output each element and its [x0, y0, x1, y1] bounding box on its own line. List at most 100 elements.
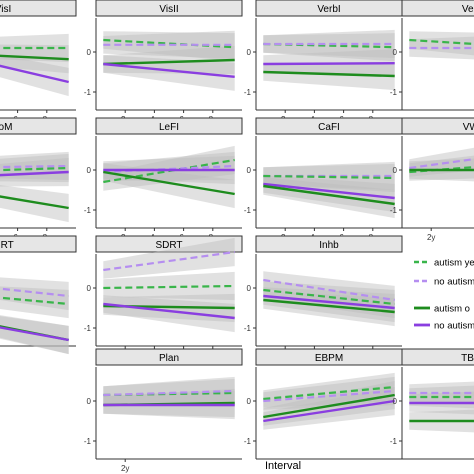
panel-mrt: MRT — [0, 235, 77, 355]
series-line-no-autism-old — [263, 182, 395, 200]
series-line-no-autism-old — [263, 62, 395, 66]
y-tick-label: 0 — [393, 397, 398, 406]
x-tick-label: 2y — [121, 464, 129, 473]
panel-vwm: VWM -1 0 2y — [390, 117, 474, 242]
panel-tom: ToM4y6y8y — [0, 117, 77, 242]
ci-ribbon — [103, 163, 235, 209]
series-line-no-autism-old — [0, 64, 69, 84]
panel-strip — [401, 117, 474, 135]
y-tick-label: -1 — [244, 88, 252, 97]
panel-title: VerbII — [462, 4, 474, 15]
ci-ribbon — [0, 33, 69, 63]
series-line-no-autism-old — [103, 302, 235, 320]
panel-title: VerbI — [317, 4, 340, 15]
panel-title: CaFI — [318, 122, 340, 133]
panel-inhb: Inhb-102y4y6y8y — [244, 235, 403, 360]
series-line-autism-old — [0, 54, 69, 61]
ci-ribbon — [409, 31, 474, 56]
y-tick-label: -1 — [390, 206, 398, 215]
ci-ribbon — [263, 271, 395, 315]
panel-title: SDRT — [155, 240, 182, 251]
y-tick-label: -1 — [84, 437, 92, 446]
y-tick-label: -1 — [84, 324, 92, 333]
panel-title: MRT — [0, 240, 14, 251]
ci-ribbon — [263, 161, 395, 191]
y-tick-label: 0 — [87, 48, 92, 57]
x-axis-title: Interval — [265, 460, 301, 472]
series-line-no-autism-old — [0, 326, 69, 342]
legend-label: autism o — [434, 304, 470, 315]
panel-title: LeFI — [159, 122, 179, 133]
y-tick-label: -1 — [390, 437, 398, 446]
series-line-no-autism-old — [263, 399, 395, 423]
series-line-no-autism-old — [103, 62, 235, 78]
panel-verbii: VerbII -1 0 — [390, 0, 474, 111]
y-tick-label: -1 — [244, 324, 252, 333]
panel-title: EBPM — [315, 353, 343, 364]
series-line-autism-young — [263, 288, 395, 306]
ci-ribbon — [0, 54, 69, 97]
ci-ribbon — [103, 237, 235, 279]
legend-label: autism ye — [434, 258, 474, 269]
y-tick-label: 0 — [247, 284, 252, 293]
series-line-autism-old — [263, 298, 395, 314]
ci-ribbon — [103, 295, 235, 333]
panel-strip — [0, 235, 77, 253]
series-line-no-autism-old — [263, 294, 395, 310]
y-tick-label: 0 — [247, 397, 252, 406]
ci-ribbon — [263, 175, 395, 213]
ci-ribbon — [409, 381, 474, 405]
y-tick-label: 0 — [87, 166, 92, 175]
y-tick-label: 0 — [393, 166, 398, 175]
ci-ribbon — [103, 31, 235, 62]
series-line-autism-old — [103, 170, 235, 196]
ci-ribbon — [263, 386, 395, 430]
y-tick-label: -1 — [244, 206, 252, 215]
series-line-no-autism-young — [409, 158, 474, 170]
ci-ribbon — [103, 30, 235, 59]
ci-ribbon — [263, 372, 395, 408]
panel-title: Inhb — [319, 240, 339, 251]
x-tick-label: 2y — [427, 233, 435, 242]
ci-ribbon — [263, 61, 395, 91]
panel-verbi: VerbI-102y4y6y8y — [244, 0, 403, 124]
panel-tbpm: TBPM -1 0 — [390, 348, 474, 460]
ci-ribbon — [103, 271, 235, 301]
legend-label: no autism — [434, 277, 474, 288]
ci-ribbon — [263, 29, 395, 59]
ci-ribbon — [103, 145, 235, 191]
series-line-autism-old — [263, 184, 395, 206]
panel-title: VisI — [0, 4, 11, 15]
y-tick-label: -1 — [84, 206, 92, 215]
ci-ribbon — [263, 380, 395, 426]
ci-ribbon — [103, 151, 235, 181]
panel-ebpm: EBPM -1 0 — [244, 348, 403, 460]
legend: autism ye no autism autism o no autism — [414, 258, 474, 332]
panel-strip — [95, 0, 243, 17]
panel-strip — [401, 348, 474, 366]
panel-title: TBPM — [461, 353, 474, 364]
ci-ribbon — [263, 163, 395, 193]
ci-ribbon — [0, 185, 69, 223]
panel-strip — [401, 0, 474, 17]
panel-visi: VisI4y6y8y — [0, 0, 77, 124]
panel-strip — [95, 235, 243, 253]
series-line-autism-old — [0, 195, 69, 210]
y-tick-label: 0 — [247, 48, 252, 57]
panel-title: VWM — [463, 122, 474, 133]
panel-title: Plan — [159, 353, 179, 364]
panel-lefi: LeFI-102y4y6y8y — [84, 117, 243, 242]
panel-plan: Plan -1 0 2y — [84, 348, 243, 473]
panel-visii: VisII-102y4y6y8y — [84, 0, 243, 124]
series-line-autism-old — [263, 70, 395, 78]
panel-title: VisII — [159, 4, 178, 15]
y-tick-label: -1 — [390, 88, 398, 97]
series-line-no-autism-young — [103, 250, 235, 272]
y-tick-label: 0 — [393, 48, 398, 57]
panel-strip — [0, 0, 77, 17]
ci-ribbon — [0, 316, 69, 355]
series-line-autism-old — [103, 58, 235, 66]
y-tick-label: 0 — [247, 166, 252, 175]
panel-sdrt: SDRT-102y4y6y8y — [84, 235, 243, 360]
